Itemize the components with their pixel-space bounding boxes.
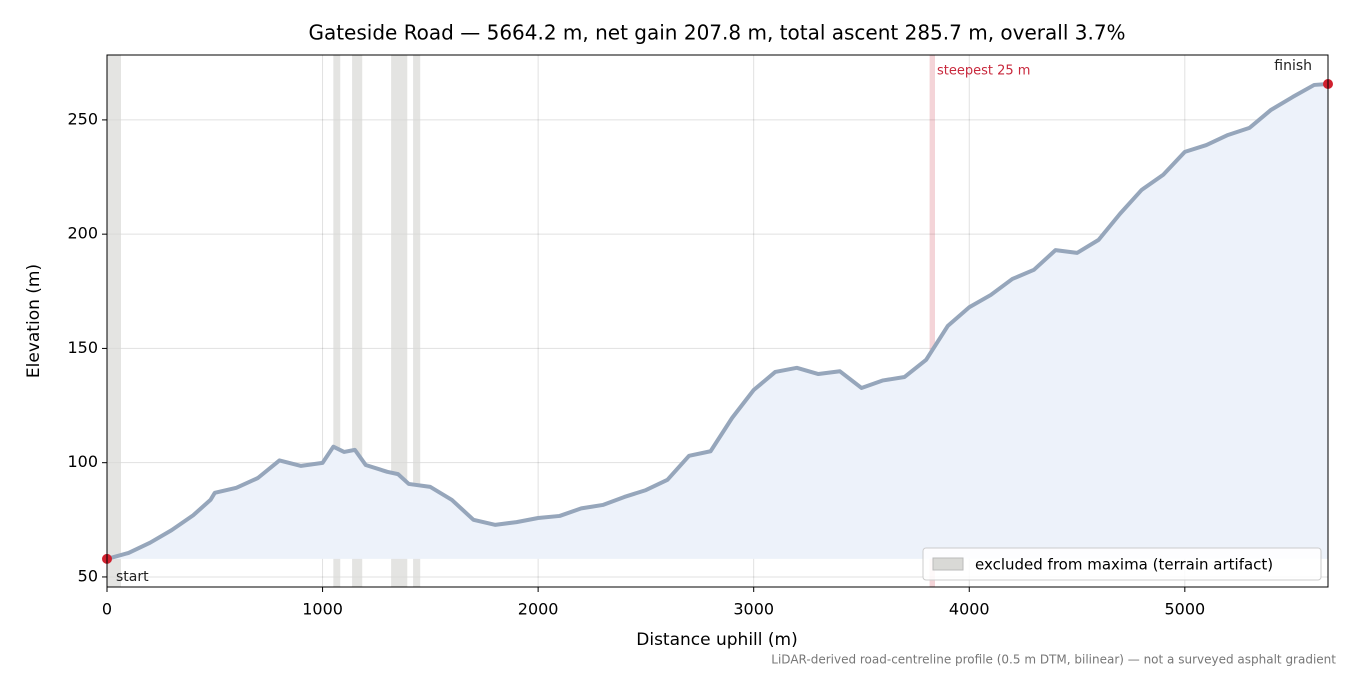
legend-label: excluded from maxima (terrain artifact) (975, 556, 1273, 574)
plot-frame (106, 54, 1329, 588)
excluded-span (333, 55, 341, 587)
y-tick-label: 200 (67, 224, 98, 243)
steepest-span (929, 55, 935, 587)
area-fill (107, 84, 1328, 559)
legend-box (922, 547, 1322, 581)
y-tick-label: 150 (67, 338, 98, 357)
finish-label: finish (1274, 58, 1312, 74)
x-tick-label: 4000 (949, 600, 990, 619)
x-tick-label: 5000 (1164, 600, 1205, 619)
start-label: start (116, 569, 149, 585)
y-tick-label: 250 (67, 109, 98, 128)
y-tick-label: 50 (78, 566, 98, 585)
x-tick-label: 3000 (733, 600, 774, 619)
x-tick-label: 0 (102, 600, 112, 619)
y-tick-label: 100 (67, 452, 98, 471)
excluded-span (107, 55, 122, 587)
excluded-span (352, 55, 363, 587)
steepest-label: steepest 25 m (937, 64, 1030, 79)
x-tick-label: 1000 (302, 600, 343, 619)
x-tick-label: 2000 (518, 600, 559, 619)
x-axis-label: Distance uphill (m) (636, 630, 797, 650)
excluded-span (391, 55, 408, 587)
chart-title: Gateside Road — 5664.2 m, net gain 207.8… (308, 21, 1125, 45)
footnote: LiDAR-derived road-centreline profile (0… (771, 653, 1336, 667)
y-axis-label: Elevation (m) (24, 264, 44, 378)
legend-swatch (932, 557, 964, 571)
excluded-span (413, 55, 421, 587)
profile-line (106, 82, 1329, 561)
